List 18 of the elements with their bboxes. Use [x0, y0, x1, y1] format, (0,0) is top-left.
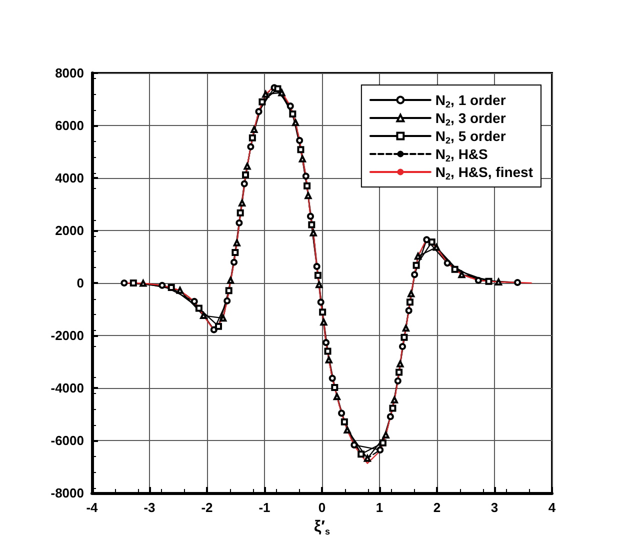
x-tick-label: 3 — [490, 500, 498, 515]
y-tick-label: 4000 — [55, 170, 84, 186]
y-tick-label: -4000 — [50, 380, 84, 396]
y-tick-label: -8000 — [50, 486, 84, 500]
y-tick-label: -6000 — [50, 433, 84, 448]
y-tick-label: 0 — [76, 276, 84, 290]
y-tick-label: 8000 — [55, 66, 84, 80]
x-tick-label: 4 — [548, 500, 556, 515]
y-tick-label: 2000 — [55, 223, 84, 238]
x-tick-label: 1 — [376, 500, 384, 515]
y-tick-label: 6000 — [55, 118, 84, 133]
y-tick-label: -2000 — [50, 328, 84, 343]
x-tick-label: 2 — [433, 500, 441, 515]
x-tick-label: -2 — [201, 500, 213, 515]
x-tick-label: -1 — [258, 500, 270, 515]
x-tick-label: 0 — [318, 500, 326, 515]
x-tick-label: -4 — [86, 500, 99, 515]
x-tick-label: -3 — [144, 500, 156, 515]
